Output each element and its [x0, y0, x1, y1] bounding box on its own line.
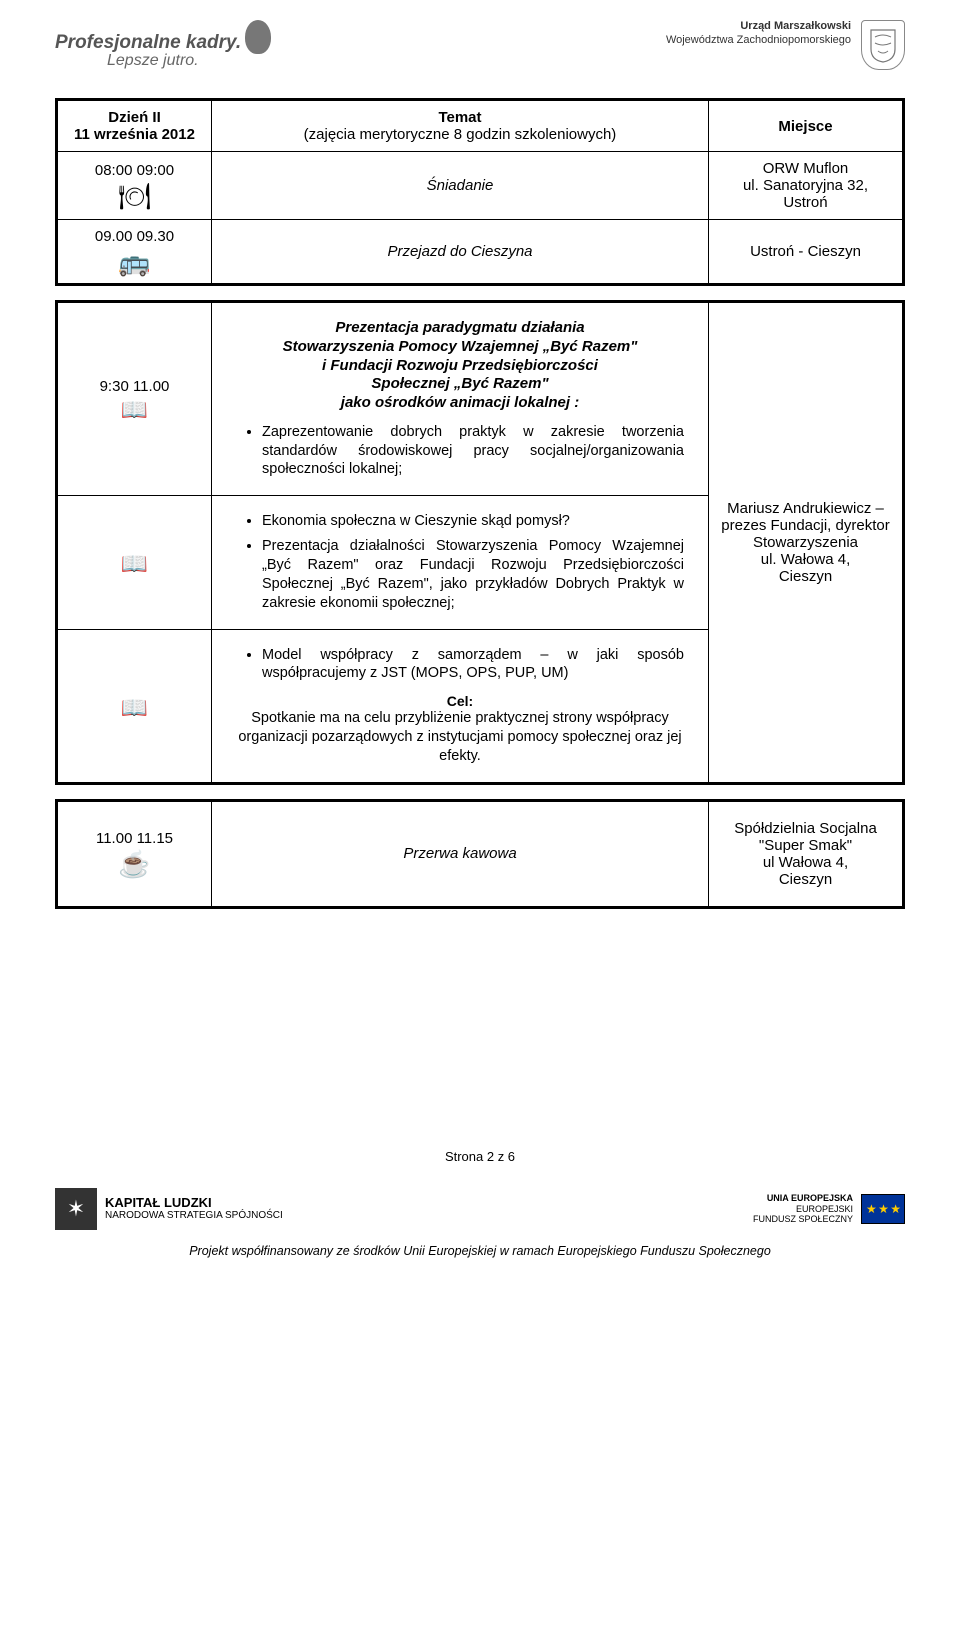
eu-l1: UNIA EUROPEJSKA	[753, 1193, 853, 1203]
table-gap-2	[55, 785, 905, 799]
bullet-4: Model współpracy z samorządem – w jaki s…	[262, 646, 684, 684]
header-right-line2: Województwa Zachodniopomorskiego	[666, 34, 851, 48]
break-time: 11.00 11.15	[96, 830, 173, 847]
presentation-time: 9:30 11.00	[100, 378, 170, 395]
logo-head-icon	[245, 20, 271, 54]
header-topic-line1: Temat	[222, 109, 698, 126]
book-icon-2	[68, 553, 201, 575]
page: Profesjonalne kadry. Lepsze jutro. Urząd…	[0, 0, 960, 1642]
break-topic: Przerwa kawowa	[212, 800, 709, 907]
kapital-star-icon: ✶	[55, 1188, 97, 1230]
table-header-row: Dzień II 11 września 2012 Temat (zajęcia…	[57, 100, 904, 152]
breakfast-topic: Śniadanie	[212, 152, 709, 220]
cel-text: Spotkanie ma na celu przybliżenie prakty…	[228, 709, 692, 772]
bullet-1: Zaprezentowanie dobrych praktyk w zakres…	[262, 423, 684, 480]
schedule-table-header-block: Dzień II 11 września 2012 Temat (zajęcia…	[55, 98, 905, 286]
cel-label: Cel:	[228, 693, 692, 709]
breakfast-time: 08:00 09:00	[95, 162, 174, 179]
intro-l3: i Fundacji Rozwoju Przedsiębiorczości	[228, 357, 692, 376]
intro-l2: Stowarzyszenia Pomocy Wzajemnej „Być Raz…	[228, 338, 692, 357]
book-icon	[68, 399, 201, 421]
page-number: Strona 2 z 6	[55, 1149, 905, 1164]
break-table: 11.00 11.15 ☕ Przerwa kawowa Spółdzielni…	[55, 799, 905, 909]
pres-place-l5: Cieszyn	[719, 568, 892, 585]
break-place-l4: Cieszyn	[719, 871, 892, 888]
table-gap-1	[55, 286, 905, 300]
break-place-l3: ul Wałowa 4,	[719, 854, 892, 871]
cofinance-text: Projekt współfinansowany ze środków Unii…	[55, 1244, 905, 1258]
kapital-l1: KAPITAŁ LUDZKI	[105, 1196, 283, 1211]
coffee-icon: ☕	[68, 851, 201, 877]
break-place-l2: "Super Smak"	[719, 837, 892, 854]
kapital-l2: NARODOWA STRATEGIA SPÓJNOŚCI	[105, 1210, 283, 1222]
break-place-l1: Spółdzielnia Socjalna	[719, 820, 892, 837]
header-day-line1: Dzień II	[68, 109, 201, 126]
bullet-list-1: Zaprezentowanie dobrych praktyk w zakres…	[236, 423, 684, 480]
page-header: Profesjonalne kadry. Lepsze jutro. Urząd…	[55, 20, 905, 70]
bus-icon: 🚌	[68, 249, 201, 275]
presentation-intro: Prezentacja paradygmatu działania Stowar…	[228, 319, 692, 413]
bullet-list-2: Ekonomia społeczna w Cieszynie skąd pomy…	[236, 512, 684, 612]
bullet-3: Prezentacja działalności Stowarzyszenia …	[262, 537, 684, 612]
crest-icon	[861, 20, 905, 70]
footer-logos: ✶ KAPITAŁ LUDZKI NARODOWA STRATEGIA SPÓJ…	[55, 1188, 905, 1230]
transfer-topic: Przejazd do Cieszyna	[212, 220, 709, 285]
header-topic-line2: (zajęcia merytoryczne 8 godzin szkolenio…	[222, 126, 698, 143]
bullet-list-3: Model współpracy z samorządem – w jaki s…	[236, 646, 684, 684]
breakfast-place-l2: ul. Sanatoryjna 32,	[719, 177, 892, 194]
row-breakfast: 08:00 09:00 🍽 Śniadanie ORW Muflon ul. S…	[57, 152, 904, 220]
pres-place-l1: Mariusz Andrukiewicz –	[719, 500, 892, 517]
kapital-ludzki-logo: ✶ KAPITAŁ LUDZKI NARODOWA STRATEGIA SPÓJ…	[55, 1188, 283, 1230]
breakfast-place-l1: ORW Muflon	[719, 160, 892, 177]
intro-l4: Społecznej „Być Razem"	[228, 375, 692, 394]
row-transfer: 09.00 09.30 🚌 Przejazd do Cieszyna Ustro…	[57, 220, 904, 285]
pres-place-l4: ul. Wałowa 4,	[719, 551, 892, 568]
presentation-table: 9:30 11.00 Prezentacja paradygmatu dział…	[55, 300, 905, 785]
eu-flag-icon: ★ ★ ★	[861, 1194, 905, 1224]
logo-line1: Profesjonalne kadry.	[55, 32, 241, 54]
intro-l5: jako ośrodków animacji lokalnej :	[228, 394, 692, 413]
header-place: Miejsce	[709, 100, 904, 152]
breakfast-place-l3: Ustroń	[719, 194, 892, 211]
book-icon-3	[68, 697, 201, 719]
presentation-row-1: 9:30 11.00 Prezentacja paradygmatu dział…	[57, 302, 904, 496]
header-right-line1: Urząd Marszałkowski	[666, 20, 851, 34]
row-break: 11.00 11.15 ☕ Przerwa kawowa Spółdzielni…	[57, 800, 904, 907]
bullet-2: Ekonomia społeczna w Cieszynie skąd pomy…	[262, 512, 684, 531]
intro-l1: Prezentacja paradygmatu działania	[228, 319, 692, 338]
header-left-logo: Profesjonalne kadry. Lepsze jutro.	[55, 20, 271, 70]
pres-place-l2: prezes Fundacji, dyrektor	[719, 517, 892, 534]
plate-cutlery-icon: 🍽	[68, 183, 201, 209]
eu-l2: EUROPEJSKI	[753, 1204, 853, 1214]
eu-l3: FUNDUSZ SPOŁECZNY	[753, 1214, 853, 1224]
header-right: Urząd Marszałkowski Województwa Zachodni…	[666, 20, 905, 70]
transfer-place: Ustroń - Cieszyn	[709, 220, 904, 285]
header-day-line2: 11 września 2012	[68, 126, 201, 143]
pres-place-l3: Stowarzyszenia	[719, 534, 892, 551]
eu-logo-block: UNIA EUROPEJSKA EUROPEJSKI FUNDUSZ SPOŁE…	[753, 1193, 905, 1224]
logo-line2: Lepsze jutro.	[107, 52, 271, 70]
transfer-time: 09.00 09.30	[95, 228, 174, 245]
